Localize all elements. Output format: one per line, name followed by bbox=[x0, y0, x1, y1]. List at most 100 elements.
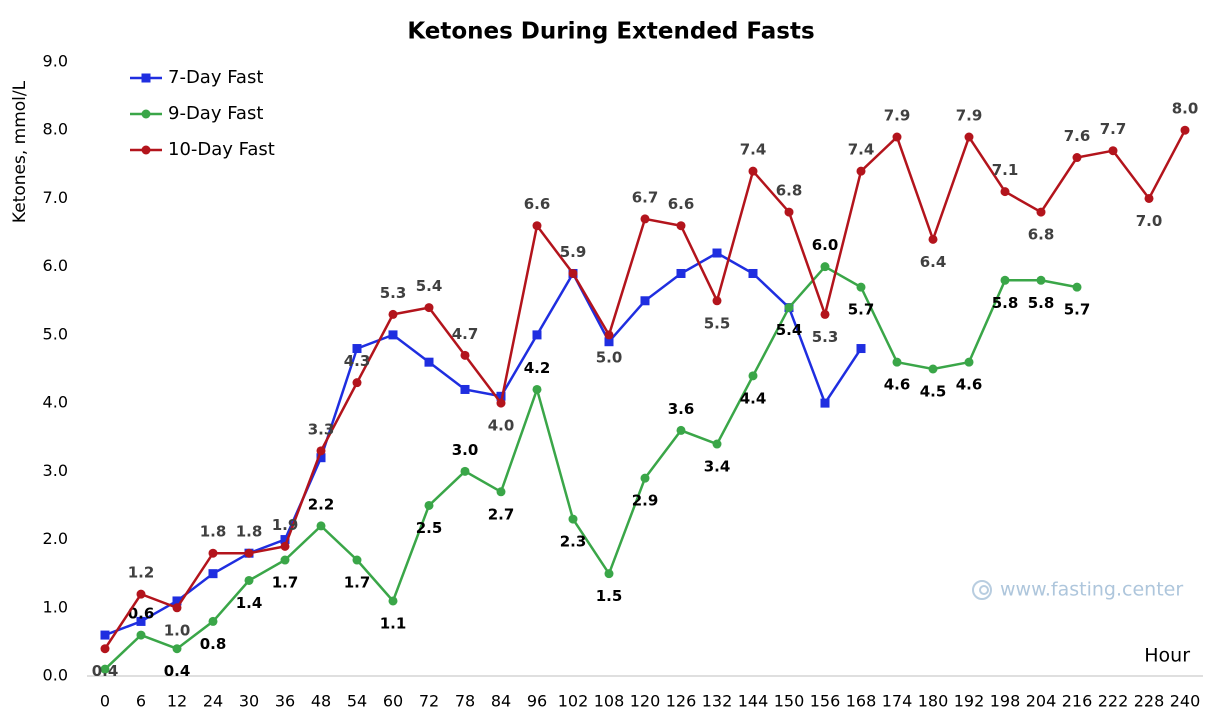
legend: 7-Day Fast 9-Day Fast 10-Day Fast bbox=[130, 67, 275, 160]
marker bbox=[856, 282, 866, 292]
data-label: 0.8 bbox=[200, 635, 227, 653]
data-label: 4.6 bbox=[956, 376, 983, 394]
y-tick-label: 6.0 bbox=[43, 256, 68, 275]
data-label: 1.1 bbox=[380, 614, 407, 632]
marker bbox=[388, 596, 398, 606]
x-tick-label: 168 bbox=[846, 692, 877, 711]
marker bbox=[1144, 193, 1154, 203]
data-label: 7.4 bbox=[848, 141, 875, 159]
data-label: 7.7 bbox=[1100, 120, 1127, 138]
x-tick-label: 84 bbox=[491, 692, 511, 711]
legend-label: 7-Day Fast bbox=[168, 67, 263, 88]
data-label: 5.0 bbox=[596, 348, 623, 366]
data-label: 3.3 bbox=[308, 420, 335, 438]
x-tick-label: 174 bbox=[882, 692, 913, 711]
marker bbox=[784, 207, 794, 217]
marker bbox=[352, 344, 362, 354]
data-label: 1.5 bbox=[596, 587, 623, 605]
marker bbox=[604, 337, 614, 347]
marker bbox=[172, 644, 182, 654]
marker bbox=[316, 521, 326, 531]
marker bbox=[100, 664, 110, 674]
data-label: 1.4 bbox=[236, 594, 263, 612]
marker bbox=[208, 548, 218, 558]
x-tick-label: 30 bbox=[239, 692, 259, 711]
series: 0.6 0.4 0.8 1.4 1.7 2.2 1.7 1.1 2.5 3.0 2.7 4.2 2.3 1… bbox=[100, 236, 1090, 680]
data-label: 2.9 bbox=[632, 492, 659, 510]
legend-marker bbox=[141, 109, 151, 119]
marker bbox=[388, 309, 398, 319]
data-label: 1.0 bbox=[164, 621, 191, 639]
marker bbox=[1000, 275, 1010, 285]
marker bbox=[424, 303, 434, 313]
x-tick-label: 120 bbox=[630, 692, 661, 711]
x-tick-label: 150 bbox=[774, 692, 805, 711]
marker bbox=[352, 378, 362, 388]
legend-marker bbox=[141, 145, 151, 155]
data-label: 4.5 bbox=[920, 383, 947, 401]
data-label: 3.0 bbox=[452, 441, 479, 459]
marker bbox=[424, 357, 434, 367]
data-label: 5.7 bbox=[848, 301, 875, 319]
series-line bbox=[104, 251, 863, 637]
data-label: 5.9 bbox=[560, 243, 587, 261]
marker bbox=[1036, 207, 1046, 217]
data-label: 6.8 bbox=[1028, 226, 1055, 244]
series: 0.4 1.2 1.0 1.8 1.8 1.9 3.3 4.3 5.3 5.4 4.7 4.0 6.6 5… bbox=[92, 100, 1199, 680]
x-tick-label: 156 bbox=[810, 692, 841, 711]
marker bbox=[280, 555, 290, 565]
data-label: 5.8 bbox=[1028, 294, 1055, 312]
data-label: 5.5 bbox=[704, 314, 731, 332]
marker bbox=[640, 296, 650, 306]
watermark-icon bbox=[972, 580, 992, 600]
marker bbox=[208, 616, 218, 626]
marker bbox=[1072, 153, 1082, 163]
marker bbox=[676, 425, 686, 435]
marker bbox=[712, 439, 722, 449]
marker bbox=[964, 357, 974, 367]
y-tick-label: 7.0 bbox=[43, 188, 68, 207]
marker bbox=[280, 535, 290, 545]
x-tick-label: 6 bbox=[136, 692, 146, 711]
x-tick-label: 24 bbox=[203, 692, 223, 711]
data-label: 1.7 bbox=[344, 574, 371, 592]
x-tick-label: 60 bbox=[383, 692, 403, 711]
marker bbox=[532, 221, 542, 231]
data-label: 2.5 bbox=[416, 519, 443, 537]
legend-label: 10-Day Fast bbox=[168, 139, 275, 160]
y-tick-label: 8.0 bbox=[43, 120, 68, 139]
watermark-icon bbox=[979, 585, 989, 595]
marker bbox=[1000, 187, 1010, 197]
marker bbox=[316, 453, 326, 463]
series bbox=[100, 248, 866, 640]
y-tick-label: 3.0 bbox=[43, 461, 68, 480]
data-label: 4.6 bbox=[884, 376, 911, 394]
marker bbox=[748, 268, 758, 278]
x-tick-label: 180 bbox=[918, 692, 949, 711]
data-label: 4.4 bbox=[740, 389, 767, 407]
y-axis-label: Ketones, mmol/L bbox=[10, 80, 30, 223]
marker bbox=[532, 330, 542, 340]
y-tick-label: 2.0 bbox=[43, 529, 68, 548]
data-label: 0.4 bbox=[92, 662, 119, 680]
data-label: 1.7 bbox=[272, 574, 299, 592]
marker bbox=[640, 473, 650, 483]
data-label: 0.4 bbox=[164, 662, 191, 680]
data-label: 6.0 bbox=[812, 236, 839, 254]
data-label: 1.8 bbox=[200, 523, 227, 541]
data-label: 5.4 bbox=[776, 321, 803, 339]
data-label: 7.9 bbox=[956, 107, 983, 125]
marker bbox=[820, 398, 830, 408]
marker bbox=[1036, 275, 1046, 285]
marker bbox=[964, 132, 974, 142]
marker bbox=[568, 514, 578, 524]
x-tick-label: 78 bbox=[455, 692, 475, 711]
data-label: 7.9 bbox=[884, 107, 911, 125]
marker bbox=[496, 487, 506, 497]
marker bbox=[136, 630, 146, 640]
x-tick-label: 48 bbox=[311, 692, 331, 711]
chart-title: Ketones During Extended Fasts bbox=[407, 19, 814, 45]
y-tick-label: 4.0 bbox=[43, 393, 68, 412]
x-tick-label: 198 bbox=[990, 692, 1021, 711]
x-tick-label: 204 bbox=[1026, 692, 1057, 711]
